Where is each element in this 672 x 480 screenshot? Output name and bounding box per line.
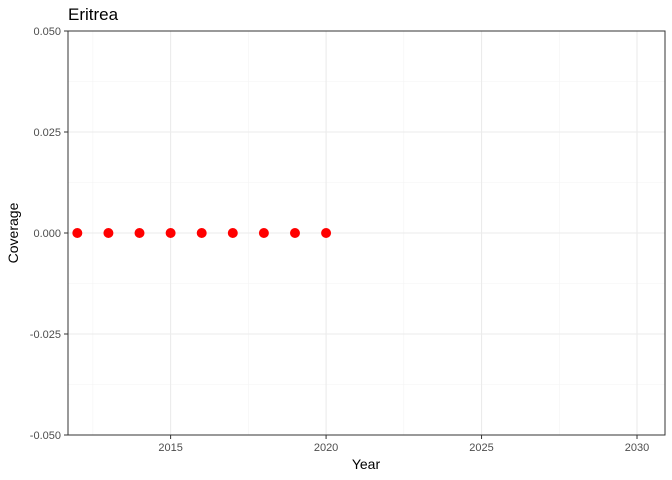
y-tick-label: 0.000 [33,228,61,240]
chart-title: Eritrea [68,5,119,24]
x-tick-label: 2030 [625,442,649,454]
y-tick-label: 0.025 [33,127,61,139]
x-tick-label: 2025 [469,442,493,454]
x-axis-title: Year [352,456,381,472]
y-tick-label: -0.050 [30,430,61,442]
axis-ticks [64,30,638,439]
data-points [72,228,332,238]
data-point [289,228,300,238]
y-axis-tick-labels: -0.050 -0.025 0.000 0.025 0.050 [30,26,61,442]
data-point [134,228,145,238]
data-point [258,228,269,238]
y-axis-title: Coverage [5,202,21,263]
data-point [227,228,238,238]
y-tick-label: -0.025 [30,329,61,341]
data-point [196,228,207,238]
data-point [165,228,176,238]
x-tick-label: 2020 [314,442,338,454]
y-tick-label: 0.050 [33,26,61,38]
minor-gridlines [68,31,665,435]
x-tick-label: 2015 [158,442,182,454]
data-point [103,228,114,238]
data-point [72,228,83,238]
x-axis-tick-labels: 2015 2020 2025 2030 [158,442,649,454]
data-point [321,228,332,238]
